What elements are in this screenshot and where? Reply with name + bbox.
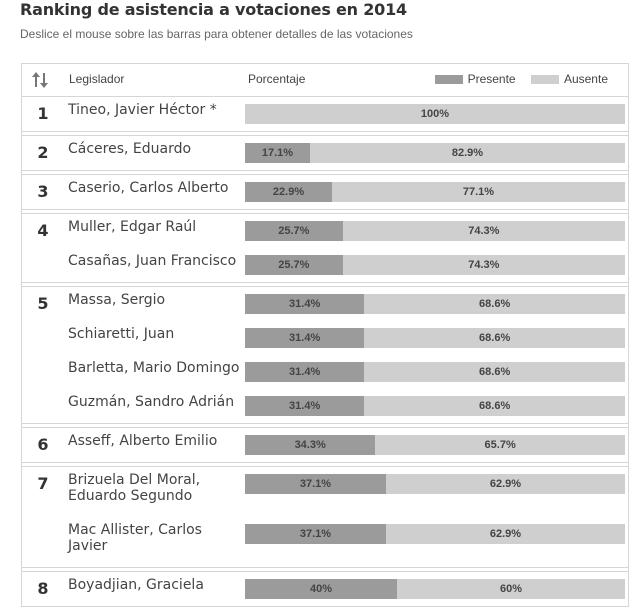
rank-group: 8 Boyadjian, Graciela 40% 60% [22, 571, 628, 607]
table-row: Mac Allister, Carlos Javier 37.1% 62.9% [22, 517, 628, 567]
rank-number: 6 [37, 435, 49, 454]
absent-segment[interactable]: 74.3% [342, 221, 625, 241]
legislator-name: Tineo, Javier Héctor * [68, 102, 217, 118]
present-segment[interactable]: 31.4% [245, 396, 365, 416]
rank-number: 5 [37, 294, 49, 313]
rank-group: 7 Brizuela Del Moral, Eduardo Segundo 37.1… [22, 466, 628, 568]
attendance-bar[interactable]: 34.3% 65.7% [245, 435, 625, 455]
absent-segment[interactable]: 68.6% [364, 328, 625, 348]
legislator-name: Massa, Sergio [68, 292, 166, 308]
attendance-bar[interactable]: 31.4% 68.6% [245, 328, 625, 348]
absent-segment[interactable]: 100% [245, 104, 625, 124]
rank-group: 4 Muller, Edgar Raúl 25.7% 74.3% Casañas, Ju… [22, 213, 628, 283]
table-row: Caserio, Carlos Alberto 22.9% 77.1% [22, 175, 628, 209]
absent-segment[interactable]: 77.1% [332, 182, 625, 202]
present-segment[interactable]: 34.3% [245, 435, 376, 455]
page-subtitle: Deslice el mouse sobre las barras para o… [20, 27, 413, 41]
legislator-name: Guzmán, Sandro Adrián [68, 394, 235, 410]
rank-group: 3 Caserio, Carlos Alberto 22.9% 77.1% [22, 174, 628, 210]
absent-segment[interactable]: 65.7% [375, 435, 625, 455]
legend-label-presente: Presente [467, 72, 516, 86]
present-segment[interactable]: 25.7% [245, 255, 343, 275]
presente-swatch [434, 75, 463, 85]
attendance-bar[interactable]: 25.7% 74.3% [245, 221, 625, 241]
absent-segment[interactable]: 74.3% [342, 255, 625, 275]
present-segment[interactable]: 31.4% [245, 362, 365, 382]
absent-segment[interactable]: 62.9% [385, 524, 625, 544]
absent-segment[interactable]: 68.6% [364, 294, 625, 314]
legislator-name: Barletta, Mario Domingo [68, 360, 240, 376]
table-row: Asseff, Alberto Emilio 34.3% 65.7% [22, 428, 628, 462]
present-segment[interactable]: 22.9% [245, 182, 333, 202]
present-segment[interactable]: 31.4% [245, 294, 365, 314]
rank-group: 6 Asseff, Alberto Emilio 34.3% 65.7% [22, 427, 628, 463]
legend-label-ausente: Ausente [563, 72, 608, 86]
absent-segment[interactable]: 62.9% [385, 474, 625, 494]
legislator-name: Boyadjian, Graciela [68, 577, 204, 593]
legend-item-ausente: Ausente [530, 72, 608, 86]
absent-segment[interactable]: 68.6% [364, 362, 625, 382]
present-segment[interactable]: 17.1% [245, 143, 310, 163]
ranking-groups: 1 Tineo, Javier Héctor * 100% 2 Cáceres, Edu… [22, 97, 628, 607]
rank-group: 5 Massa, Sergio 31.4% 68.6% Schiaretti, Juan… [22, 286, 628, 424]
legislator-name: Casañas, Juan Francisco [68, 253, 237, 269]
table-header: Legislador Porcentaje Presente Ausente [22, 63, 628, 97]
table-row: Schiaretti, Juan 31.4% 68.6% [22, 321, 628, 355]
column-header-porcentaje: Porcentaje [248, 72, 306, 86]
legislator-name: Muller, Edgar Raúl [68, 219, 197, 235]
legend: Presente Ausente [423, 72, 608, 86]
attendance-bar[interactable]: 17.1% 82.9% [245, 143, 625, 163]
attendance-bar[interactable]: 22.9% 77.1% [245, 182, 625, 202]
absent-segment[interactable]: 60% [397, 579, 625, 599]
rank-number: 4 [37, 221, 49, 240]
rank-number: 7 [37, 474, 49, 493]
ausente-swatch [530, 75, 559, 85]
attendance-bar[interactable]: 37.1% 62.9% [245, 524, 625, 544]
table-row: Brizuela Del Moral, Eduardo Segundo 37.1%… [22, 467, 628, 517]
table-row: Boyadjian, Graciela 40% 60% [22, 572, 628, 606]
attendance-bar[interactable]: 31.4% 68.6% [245, 294, 625, 314]
legislator-name: Brizuela Del Moral, Eduardo Segundo [68, 472, 201, 504]
rank-number: 2 [37, 143, 49, 162]
present-segment[interactable]: 37.1% [245, 524, 386, 544]
table-row: Barletta, Mario Domingo 31.4% 68.6% [22, 355, 628, 389]
attendance-bar[interactable]: 31.4% 68.6% [245, 362, 625, 382]
legislator-name: Caserio, Carlos Alberto [68, 180, 229, 196]
legislator-name: Asseff, Alberto Emilio [68, 433, 218, 449]
rank-number: 3 [37, 182, 49, 201]
table-row: Cáceres, Eduardo 17.1% 82.9% [22, 136, 628, 170]
column-header-legislador: Legislador [69, 72, 125, 86]
attendance-bar[interactable]: 40% 60% [245, 579, 625, 599]
ranking-table: Legislador Porcentaje Presente Ausente 1… [21, 63, 629, 607]
sort-arrows-icon[interactable] [30, 70, 50, 90]
rank-group: 1 Tineo, Javier Héctor * 100% [22, 97, 628, 132]
rank-group: 2 Cáceres, Eduardo 17.1% 82.9% [22, 135, 628, 171]
legend-item-presente: Presente [434, 72, 516, 86]
absent-segment[interactable]: 68.6% [364, 396, 625, 416]
rank-number: 1 [37, 104, 49, 123]
attendance-bar[interactable]: 25.7% 74.3% [245, 255, 625, 275]
present-segment[interactable]: 37.1% [245, 474, 386, 494]
legislator-name: Mac Allister, Carlos Javier [68, 522, 202, 554]
legislator-name: Cáceres, Eduardo [68, 141, 192, 157]
table-row: Massa, Sergio 31.4% 68.6% [22, 287, 628, 321]
page-title: Ranking de asistencia a votaciones en 20… [20, 0, 407, 19]
attendance-bar[interactable]: 31.4% 68.6% [245, 396, 625, 416]
table-row: Casañas, Juan Francisco 25.7% 74.3% [22, 248, 628, 282]
table-row: Guzmán, Sandro Adrián 31.4% 68.6% [22, 389, 628, 423]
present-segment[interactable]: 31.4% [245, 328, 365, 348]
present-segment[interactable]: 40% [245, 579, 397, 599]
absent-segment[interactable]: 82.9% [309, 143, 625, 163]
table-row: Tineo, Javier Héctor * 100% [22, 97, 628, 131]
attendance-bar[interactable]: 37.1% 62.9% [245, 474, 625, 494]
table-row: Muller, Edgar Raúl 25.7% 74.3% [22, 214, 628, 248]
present-segment[interactable]: 25.7% [245, 221, 343, 241]
legislator-name: Schiaretti, Juan [68, 326, 175, 342]
attendance-bar[interactable]: 100% [245, 104, 625, 124]
